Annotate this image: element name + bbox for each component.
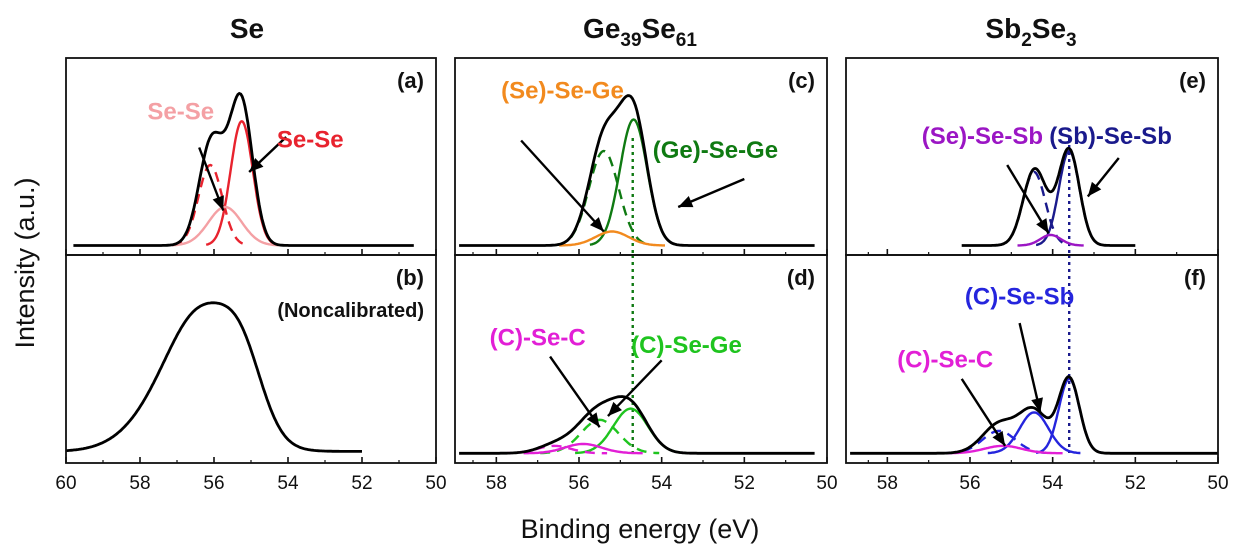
peak-annotation-label: (C)-Se-Sb: [965, 283, 1074, 310]
peak-annotation-label: Se-Se: [147, 99, 214, 126]
arrow-head: [607, 401, 622, 417]
plot-area-c: [459, 94, 815, 255]
title-part: 3: [1066, 30, 1077, 51]
x-tick-label: 56: [568, 473, 589, 494]
x-tick-label: 54: [651, 473, 673, 494]
x-tick-label: 50: [816, 473, 837, 494]
panel-label: (f): [1184, 265, 1206, 290]
title-part: Ge: [583, 13, 620, 44]
panel-c: (c) (Se)-Se-Ge (Ge)-Se-Ge: [454, 57, 869, 256]
arrow-head: [589, 217, 604, 232]
envelope-curve: [459, 395, 815, 455]
arrow-head: [992, 430, 1006, 446]
annotation-arrow: [1018, 322, 1042, 413]
component-peak: [172, 163, 249, 247]
plot-area-b: [66, 301, 362, 453]
peak-annotation-label: (Sb)-Se-Sb: [1049, 123, 1172, 150]
column-title-gese: Ge39Se61: [583, 13, 697, 51]
peak-annotation-label: (Se)-Se-Sb: [922, 123, 1043, 150]
panel-e: (e) (Se)-Se-Sb (Sb)-Se-Sb: [845, 57, 1219, 256]
panel-frame: [845, 57, 1219, 256]
column-title-sbse: Sb2Se3: [985, 13, 1076, 51]
peak-annotation-label: (C)-Se-C: [897, 347, 993, 374]
panel-note: (Noncalibrated): [277, 300, 424, 322]
panel-label: (d): [787, 265, 815, 290]
peak-annotation-label: (C)-Se-C: [490, 324, 586, 351]
panels: (a) Se-Se Se-Se (b) (Noncalibrated) 60 58 56 54 5…: [55, 57, 1229, 494]
x-tick-label: 50: [425, 473, 446, 494]
envelope-curve: [73, 91, 414, 247]
title-part: 61: [676, 30, 698, 51]
envelope-curve: [66, 301, 362, 453]
component-peak: [559, 230, 665, 247]
x-tick-label: 54: [277, 473, 299, 494]
panel-frame: [65, 254, 437, 464]
component-peak: [523, 442, 643, 455]
title-part: Se: [1032, 13, 1066, 44]
peak-annotation-label: Se-Se: [277, 127, 344, 154]
x-tick-label: 58: [486, 473, 507, 494]
annotation-arrow: [549, 355, 601, 428]
peak-annotation-label: (Se)-Se-Ge: [501, 78, 624, 105]
x-tick-label: 56: [959, 473, 980, 494]
arrow-head: [212, 195, 224, 211]
arrow-head: [249, 158, 264, 172]
x-tick-label: 50: [1207, 473, 1228, 494]
arrow-head: [586, 412, 600, 428]
component-peak: [943, 444, 1063, 455]
panel-a: (a) Se-Se Se-Se: [65, 57, 474, 256]
panel-label: (a): [397, 68, 424, 93]
title-part: Se: [642, 13, 676, 44]
envelope-curve: [459, 94, 815, 247]
arrow-head: [1031, 397, 1043, 413]
component-peak: [205, 120, 278, 246]
component-peak: [171, 205, 279, 247]
panel-f: (f) (C)-Se-Sb (C)-Se-C 58 56 54 52 50: [845, 254, 1229, 494]
x-tick-label: 54: [1042, 473, 1064, 494]
panel-frame: [454, 254, 828, 464]
y-axis-title: Intensity (a.u.): [10, 177, 40, 348]
title-part: Sb: [985, 13, 1021, 44]
arrow-head: [1036, 218, 1049, 234]
annotation-arrow: [520, 139, 605, 233]
peak-annotation-label: (C)-Se-Ge: [631, 332, 742, 359]
envelope-curve: [961, 146, 1136, 247]
x-tick-label: 60: [55, 473, 76, 494]
x-tick-label: 52: [351, 473, 372, 494]
x-tick-label: 56: [203, 473, 224, 494]
plot-area-e: [961, 138, 1136, 255]
x-tick-label: 52: [1125, 473, 1146, 494]
column-title-se: Se: [230, 13, 264, 44]
x-tick-label: 58: [877, 473, 898, 494]
component-peak: [987, 411, 1081, 455]
panel-frame: [845, 254, 1219, 464]
panel-label: (e): [1179, 68, 1206, 93]
plot-area-d: [459, 255, 815, 455]
title-part: 2: [1021, 30, 1032, 51]
arrow-head: [1087, 181, 1102, 197]
panel-label: (b): [396, 265, 424, 290]
panel-d: (d) (C)-Se-C (C)-Se-Ge 58 56 54 52 50: [454, 254, 869, 494]
x-tick-label: 58: [129, 473, 150, 494]
title-part: 39: [620, 30, 641, 51]
panel-label: (c): [788, 68, 815, 93]
plot-area-f: [850, 255, 1218, 455]
panel-b: (b) (Noncalibrated) 60 58 56 54 52 50: [55, 254, 474, 494]
plot-area-a: [73, 91, 414, 247]
peak-annotation-label: (Ge)-Se-Ge: [653, 137, 778, 164]
x-tick-label: 52: [734, 473, 755, 494]
arrow-head: [678, 196, 694, 208]
x-axis-title: Binding energy (eV): [521, 514, 760, 544]
envelope-curve: [850, 375, 1218, 455]
component-peak: [1017, 233, 1084, 247]
